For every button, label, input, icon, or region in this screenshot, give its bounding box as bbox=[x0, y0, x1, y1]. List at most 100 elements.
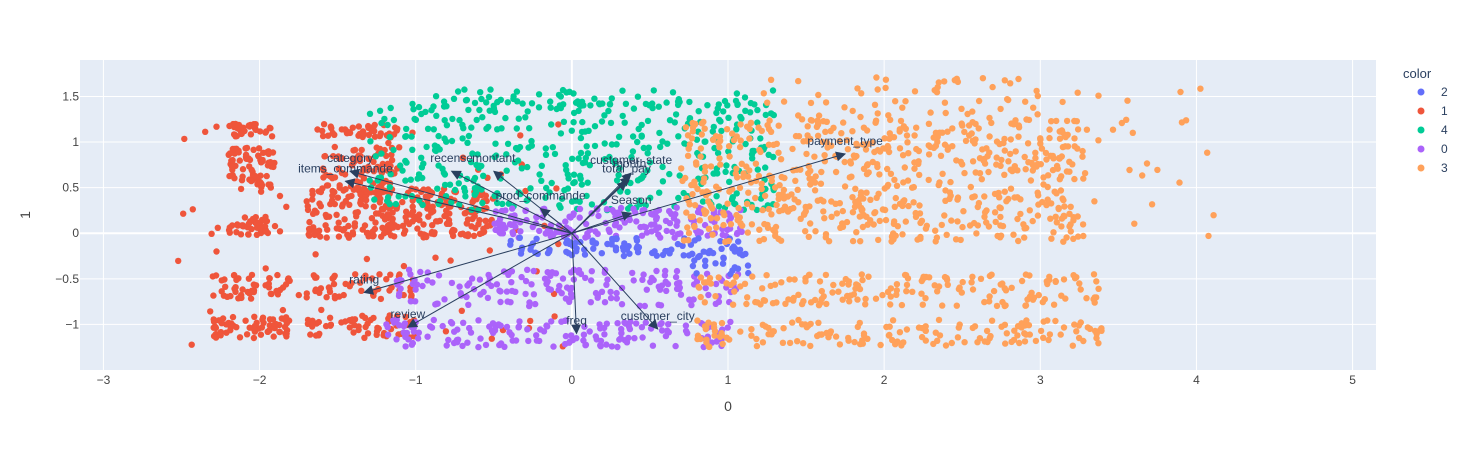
scatter-point bbox=[371, 196, 378, 203]
scatter-point bbox=[1071, 135, 1078, 142]
scatter-point bbox=[852, 185, 859, 192]
scatter-point bbox=[525, 144, 532, 151]
scatter-point bbox=[853, 229, 860, 236]
scatter-point bbox=[490, 105, 498, 112]
scatter-point bbox=[899, 202, 906, 210]
scatter-point bbox=[309, 187, 316, 195]
scatter-point bbox=[390, 146, 397, 154]
loading-label: freq bbox=[566, 314, 587, 328]
x-tick-label: 5 bbox=[1349, 373, 1356, 387]
scatter-point bbox=[711, 332, 718, 339]
scatter-point bbox=[259, 158, 266, 165]
scatter-point bbox=[822, 234, 829, 241]
scatter-point bbox=[591, 95, 598, 102]
scatter-point bbox=[947, 178, 954, 186]
scatter-point bbox=[326, 314, 334, 321]
scatter-point bbox=[935, 283, 943, 290]
legend-item[interactable]: 1 bbox=[1417, 104, 1449, 118]
scatter-point bbox=[807, 116, 815, 124]
scatter-point bbox=[973, 230, 980, 237]
scatter-point bbox=[934, 288, 941, 295]
scatter-point bbox=[701, 299, 708, 306]
scatter-point bbox=[647, 278, 654, 286]
scatter-point bbox=[986, 133, 993, 140]
scatter-point bbox=[465, 301, 472, 308]
scatter-point bbox=[544, 227, 551, 234]
scatter-point bbox=[189, 206, 196, 213]
scatter-point bbox=[972, 136, 979, 143]
scatter-point bbox=[579, 118, 586, 126]
scatter-point bbox=[693, 270, 700, 277]
scatter-point bbox=[735, 238, 742, 245]
scatter-point bbox=[643, 286, 650, 293]
scatter-point bbox=[1060, 276, 1068, 283]
scatter-point bbox=[658, 320, 665, 327]
scatter-point bbox=[315, 318, 322, 326]
scatter-point bbox=[904, 139, 911, 146]
scatter-point bbox=[733, 126, 740, 133]
scatter-point bbox=[850, 291, 858, 298]
scatter-point bbox=[475, 343, 482, 351]
scatter-point bbox=[524, 163, 531, 171]
scatter-point bbox=[1007, 185, 1015, 192]
scatter-point bbox=[414, 335, 422, 342]
scatter-point bbox=[263, 172, 270, 180]
scatter-point bbox=[752, 194, 759, 202]
scatter-point bbox=[355, 326, 362, 334]
scatter-point bbox=[492, 140, 499, 147]
scatter-point bbox=[809, 176, 816, 183]
scatter-point bbox=[607, 119, 615, 127]
scatter-point bbox=[329, 192, 336, 199]
scatter-point bbox=[859, 141, 867, 148]
scatter-point bbox=[819, 138, 826, 146]
scatter-point bbox=[887, 285, 895, 292]
legend-label: 0 bbox=[1441, 142, 1448, 156]
scatter-point bbox=[1109, 126, 1117, 133]
scatter-point bbox=[753, 342, 761, 350]
scatter-point bbox=[312, 251, 319, 258]
scatter-point bbox=[644, 167, 651, 174]
scatter-point bbox=[368, 215, 376, 222]
y-tick-label: −0.5 bbox=[55, 272, 79, 286]
scatter-point bbox=[874, 163, 881, 171]
scatter-point bbox=[651, 221, 658, 228]
scatter-point bbox=[676, 279, 683, 286]
scatter-point bbox=[655, 103, 662, 110]
scatter-point bbox=[547, 98, 554, 105]
scatter-point bbox=[564, 185, 572, 192]
scatter-point bbox=[1014, 332, 1021, 339]
scatter-point bbox=[516, 234, 523, 241]
scatter-point bbox=[373, 331, 380, 338]
scatter-point bbox=[376, 191, 383, 198]
scatter-point bbox=[459, 135, 466, 142]
scatter-point bbox=[788, 191, 795, 198]
scatter-point bbox=[666, 208, 673, 215]
scatter-point bbox=[601, 299, 609, 306]
scatter-point bbox=[603, 341, 610, 348]
scatter-point bbox=[944, 128, 951, 135]
scatter-point bbox=[354, 184, 361, 192]
legend-item[interactable]: 0 bbox=[1417, 142, 1449, 156]
scatter-point bbox=[365, 163, 372, 171]
scatter-point bbox=[459, 121, 466, 129]
scatter-point bbox=[911, 132, 918, 139]
scatter-point bbox=[775, 149, 782, 156]
scatter-point bbox=[374, 163, 381, 171]
scatter-point bbox=[885, 148, 893, 156]
scatter-point bbox=[1139, 172, 1146, 179]
scatter-point bbox=[350, 329, 357, 336]
scatter-point bbox=[1083, 295, 1090, 302]
legend-item[interactable]: 3 bbox=[1417, 161, 1449, 175]
scatter-point bbox=[471, 99, 479, 107]
legend-item[interactable]: 2 bbox=[1417, 85, 1449, 99]
scatter-point bbox=[890, 230, 897, 237]
scatter-point bbox=[548, 179, 555, 187]
scatter-point bbox=[865, 273, 872, 280]
scatter-point bbox=[461, 184, 468, 192]
legend-item[interactable]: 4 bbox=[1417, 123, 1449, 137]
scatter-point bbox=[524, 326, 531, 333]
scatter-point bbox=[530, 291, 538, 298]
scatter-point bbox=[276, 328, 283, 336]
scatter-point bbox=[364, 330, 372, 337]
